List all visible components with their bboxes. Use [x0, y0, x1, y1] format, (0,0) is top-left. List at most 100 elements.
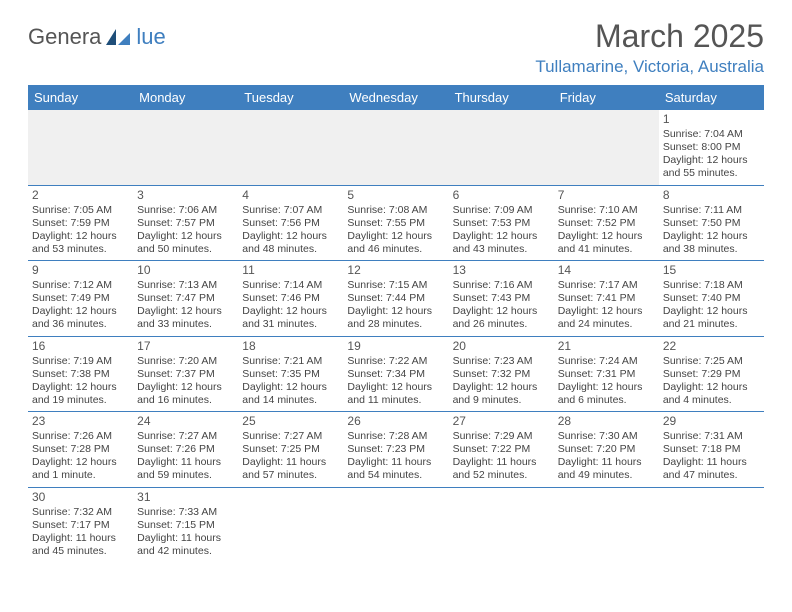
day-number: 5 — [347, 188, 444, 203]
daylight-text: Daylight: 12 hours and 11 minutes. — [347, 381, 444, 407]
sunset-text: Sunset: 7:43 PM — [453, 292, 550, 305]
calendar-cell: 12Sunrise: 7:15 AMSunset: 7:44 PMDayligh… — [343, 261, 448, 337]
sunrise-text: Sunrise: 7:17 AM — [558, 279, 655, 292]
sunrise-text: Sunrise: 7:21 AM — [242, 355, 339, 368]
location: Tullamarine, Victoria, Australia — [535, 57, 764, 77]
daylight-text: Daylight: 12 hours and 50 minutes. — [137, 230, 234, 256]
sunrise-text: Sunrise: 7:28 AM — [347, 430, 444, 443]
day-number: 21 — [558, 339, 655, 354]
calendar-cell: 28Sunrise: 7:30 AMSunset: 7:20 PMDayligh… — [554, 412, 659, 488]
daylight-text: Daylight: 11 hours and 57 minutes. — [242, 456, 339, 482]
calendar-cell: 21Sunrise: 7:24 AMSunset: 7:31 PMDayligh… — [554, 336, 659, 412]
day-number: 4 — [242, 188, 339, 203]
calendar-cell: 26Sunrise: 7:28 AMSunset: 7:23 PMDayligh… — [343, 412, 448, 488]
day-number: 17 — [137, 339, 234, 354]
logo-text-a: Genera — [28, 24, 101, 50]
daylight-text: Daylight: 12 hours and 26 minutes. — [453, 305, 550, 331]
calendar-cell: 29Sunrise: 7:31 AMSunset: 7:18 PMDayligh… — [659, 412, 764, 488]
day-header: Sunday — [28, 85, 133, 110]
day-number: 14 — [558, 263, 655, 278]
sunrise-text: Sunrise: 7:22 AM — [347, 355, 444, 368]
daylight-text: Daylight: 12 hours and 19 minutes. — [32, 381, 129, 407]
day-header: Monday — [133, 85, 238, 110]
sunset-text: Sunset: 7:37 PM — [137, 368, 234, 381]
daylight-text: Daylight: 12 hours and 9 minutes. — [453, 381, 550, 407]
calendar-cell: 31Sunrise: 7:33 AMSunset: 7:15 PMDayligh… — [133, 487, 238, 562]
day-number: 25 — [242, 414, 339, 429]
day-number: 16 — [32, 339, 129, 354]
calendar-row: 30Sunrise: 7:32 AMSunset: 7:17 PMDayligh… — [28, 487, 764, 562]
day-number: 2 — [32, 188, 129, 203]
daylight-text: Daylight: 11 hours and 47 minutes. — [663, 456, 760, 482]
sunset-text: Sunset: 7:29 PM — [663, 368, 760, 381]
calendar-cell: 23Sunrise: 7:26 AMSunset: 7:28 PMDayligh… — [28, 412, 133, 488]
sunrise-text: Sunrise: 7:11 AM — [663, 204, 760, 217]
day-number: 9 — [32, 263, 129, 278]
sunset-text: Sunset: 8:00 PM — [663, 141, 760, 154]
title-block: March 2025 Tullamarine, Victoria, Austra… — [535, 18, 764, 77]
sunset-text: Sunset: 7:55 PM — [347, 217, 444, 230]
day-number: 3 — [137, 188, 234, 203]
calendar-cell-empty — [133, 110, 238, 185]
day-header: Wednesday — [343, 85, 448, 110]
daylight-text: Daylight: 12 hours and 48 minutes. — [242, 230, 339, 256]
sunset-text: Sunset: 7:17 PM — [32, 519, 129, 532]
daylight-text: Daylight: 12 hours and 21 minutes. — [663, 305, 760, 331]
calendar-cell: 19Sunrise: 7:22 AMSunset: 7:34 PMDayligh… — [343, 336, 448, 412]
day-number: 13 — [453, 263, 550, 278]
daylight-text: Daylight: 12 hours and 38 minutes. — [663, 230, 760, 256]
sunset-text: Sunset: 7:49 PM — [32, 292, 129, 305]
day-header: Tuesday — [238, 85, 343, 110]
sunset-text: Sunset: 7:44 PM — [347, 292, 444, 305]
sunset-text: Sunset: 7:32 PM — [453, 368, 550, 381]
calendar-cell: 7Sunrise: 7:10 AMSunset: 7:52 PMDaylight… — [554, 185, 659, 261]
sunset-text: Sunset: 7:15 PM — [137, 519, 234, 532]
daylight-text: Daylight: 12 hours and 14 minutes. — [242, 381, 339, 407]
day-number: 10 — [137, 263, 234, 278]
sunrise-text: Sunrise: 7:08 AM — [347, 204, 444, 217]
calendar-cell: 5Sunrise: 7:08 AMSunset: 7:55 PMDaylight… — [343, 185, 448, 261]
sunrise-text: Sunrise: 7:32 AM — [32, 506, 129, 519]
calendar-row: 9Sunrise: 7:12 AMSunset: 7:49 PMDaylight… — [28, 261, 764, 337]
day-number: 8 — [663, 188, 760, 203]
calendar-cell-empty — [554, 110, 659, 185]
sunset-text: Sunset: 7:18 PM — [663, 443, 760, 456]
calendar-row: 1Sunrise: 7:04 AMSunset: 8:00 PMDaylight… — [28, 110, 764, 185]
day-number: 12 — [347, 263, 444, 278]
calendar-cell-empty — [28, 110, 133, 185]
calendar-row: 2Sunrise: 7:05 AMSunset: 7:59 PMDaylight… — [28, 185, 764, 261]
sunset-text: Sunset: 7:31 PM — [558, 368, 655, 381]
calendar-row: 23Sunrise: 7:26 AMSunset: 7:28 PMDayligh… — [28, 412, 764, 488]
daylight-text: Daylight: 12 hours and 53 minutes. — [32, 230, 129, 256]
calendar-cell-empty — [449, 110, 554, 185]
sunrise-text: Sunrise: 7:20 AM — [137, 355, 234, 368]
calendar-cell: 18Sunrise: 7:21 AMSunset: 7:35 PMDayligh… — [238, 336, 343, 412]
logo-sail-icon — [104, 27, 132, 47]
daylight-text: Daylight: 12 hours and 46 minutes. — [347, 230, 444, 256]
daylight-text: Daylight: 12 hours and 6 minutes. — [558, 381, 655, 407]
header: Genera lue March 2025 Tullamarine, Victo… — [28, 18, 764, 77]
sunset-text: Sunset: 7:20 PM — [558, 443, 655, 456]
daylight-text: Daylight: 12 hours and 24 minutes. — [558, 305, 655, 331]
calendar-cell: 15Sunrise: 7:18 AMSunset: 7:40 PMDayligh… — [659, 261, 764, 337]
sunset-text: Sunset: 7:41 PM — [558, 292, 655, 305]
daylight-text: Daylight: 12 hours and 4 minutes. — [663, 381, 760, 407]
sunrise-text: Sunrise: 7:05 AM — [32, 204, 129, 217]
day-header: Saturday — [659, 85, 764, 110]
calendar-cell: 17Sunrise: 7:20 AMSunset: 7:37 PMDayligh… — [133, 336, 238, 412]
calendar-table: SundayMondayTuesdayWednesdayThursdayFrid… — [28, 85, 764, 562]
calendar-cell-empty — [238, 110, 343, 185]
calendar-cell: 11Sunrise: 7:14 AMSunset: 7:46 PMDayligh… — [238, 261, 343, 337]
sunrise-text: Sunrise: 7:27 AM — [137, 430, 234, 443]
calendar-cell: 13Sunrise: 7:16 AMSunset: 7:43 PMDayligh… — [449, 261, 554, 337]
calendar-cell: 27Sunrise: 7:29 AMSunset: 7:22 PMDayligh… — [449, 412, 554, 488]
sunset-text: Sunset: 7:25 PM — [242, 443, 339, 456]
sunrise-text: Sunrise: 7:29 AM — [453, 430, 550, 443]
sunset-text: Sunset: 7:23 PM — [347, 443, 444, 456]
sunset-text: Sunset: 7:34 PM — [347, 368, 444, 381]
day-number: 18 — [242, 339, 339, 354]
logo: Genera lue — [28, 24, 166, 50]
daylight-text: Daylight: 12 hours and 31 minutes. — [242, 305, 339, 331]
day-header-row: SundayMondayTuesdayWednesdayThursdayFrid… — [28, 85, 764, 110]
sunrise-text: Sunrise: 7:07 AM — [242, 204, 339, 217]
